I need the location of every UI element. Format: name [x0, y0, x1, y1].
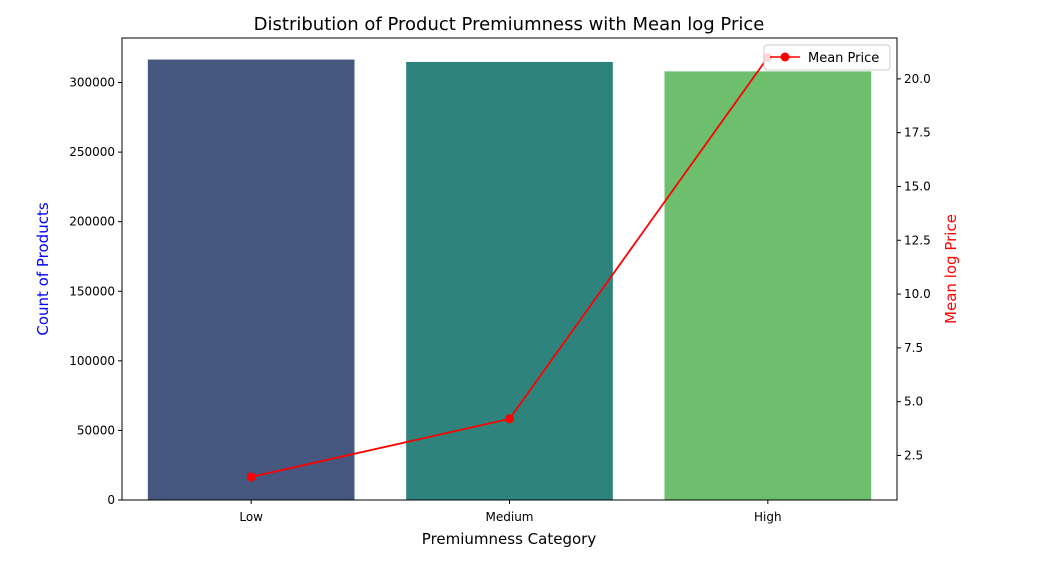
y2-axis-ticks: 2.5 5.0 7.5 10.0 12.5 15.0 17.5 20.0: [897, 72, 931, 462]
mean-price-point-medium: [505, 414, 514, 424]
bar-medium: [406, 61, 613, 501]
chart-title: Distribution of Product Premiumness with…: [254, 14, 765, 35]
y2-tick-label: 7.5: [904, 341, 923, 355]
y-tick-label: 250000: [69, 145, 115, 159]
bar-high: [664, 71, 872, 501]
y2-tick-label: 2.5: [904, 448, 923, 462]
y2-tick-label: 12.5: [904, 233, 931, 247]
y2-tick-label: 20.0: [904, 72, 931, 86]
y2-tick-label: 10.0: [904, 287, 931, 301]
legend: Mean Price: [763, 44, 891, 71]
mean-price-point-low: [246, 472, 256, 482]
y-tick-label: 150000: [69, 284, 115, 298]
y2-tick-label: 17.5: [904, 126, 931, 140]
y-tick-label: 100000: [69, 354, 115, 368]
bar-low: [147, 59, 355, 501]
x-tick-label: Medium: [486, 510, 534, 524]
y-axis-ticks: 0 50000 100000 150000 200000 250000 300000: [69, 76, 122, 507]
y2-axis-label: Mean log Price: [942, 214, 960, 324]
y-tick-label: 0: [107, 493, 115, 507]
legend-box: [763, 44, 891, 71]
x-axis-ticks: Low Medium High: [239, 500, 782, 524]
x-axis-label: Premiumness Category: [422, 530, 597, 548]
bar-group: [147, 59, 872, 501]
x-tick-label: Low: [239, 510, 263, 524]
y2-tick-label: 15.0: [904, 179, 931, 193]
legend-label: Mean Price: [808, 51, 879, 66]
x-tick-label: High: [754, 510, 782, 524]
y2-tick-label: 5.0: [904, 395, 923, 409]
y-tick-label: 300000: [69, 76, 115, 90]
y-tick-label: 200000: [69, 215, 115, 229]
y-axis-label: Count of Products: [34, 202, 52, 335]
y-tick-label: 50000: [77, 423, 115, 437]
legend-point-marker: [780, 52, 790, 62]
